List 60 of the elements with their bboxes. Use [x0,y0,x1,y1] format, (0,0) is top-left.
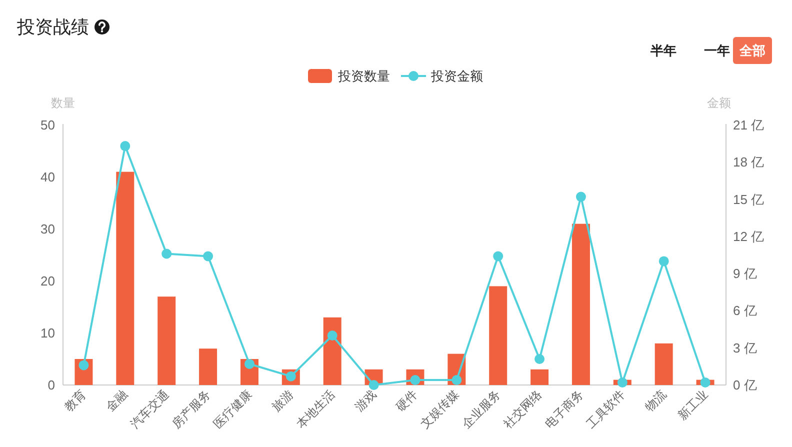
point [368,380,379,390]
x-tick-label: 硬件 [393,387,420,414]
point [576,192,586,202]
x-tick-label: 教育 [62,387,89,414]
legend-label: 投资数量 [337,68,390,84]
y2-tick-label: 9 亿 [733,266,757,282]
chart-title: 投资战绩 [16,17,89,37]
y-tick-label: 20 [40,274,55,288]
x-tick-label: 工具软件 [584,387,628,432]
bar [489,286,508,385]
point [203,251,214,262]
bar [572,224,590,385]
bar [158,296,176,385]
y-tick-label: 40 [40,170,55,184]
bar [530,369,549,385]
x-tick-label: 社交网络 [500,387,545,432]
bar [116,172,134,385]
point [452,375,462,386]
bar [323,317,342,385]
y2-tick-label: 6 亿 [733,303,757,318]
y2-tick-label: 12 亿 [733,228,764,244]
button-label: 全部 [740,43,766,58]
point [120,141,130,152]
bar [199,348,218,385]
x-tick-label: 游戏 [352,387,379,414]
y2-tick-label: 18 亿 [733,154,764,170]
y-axis-title: 数量 [51,96,75,110]
y2-tick-label: 3 亿 [733,340,757,356]
point [327,330,338,340]
x-tick-label: 电子商务 [542,387,586,432]
y2-tick-label: 0 亿 [733,378,757,392]
x-tick-label: 企业服务 [459,387,504,432]
y2-tick-label: 21 亿 [733,118,764,132]
bar [654,343,673,385]
x-tick-label: 文娱传媒 [418,387,462,432]
y2-tick-label: 15 亿 [733,192,764,207]
y-tick-label: 0 [48,378,55,392]
x-tick-label: 房产服务 [169,387,214,432]
button-label: 一年 [704,43,730,58]
x-tick-label: 物流 [642,387,669,414]
y-tick-label: 30 [40,222,55,236]
x-tick-label: 本地生活 [294,387,338,432]
x-tick-label: 汽车交通 [128,387,172,432]
x-tick-label: 旅游 [269,387,296,414]
y2-axis-title: 金额 [707,96,731,110]
point [534,354,545,364]
y-tick-label: 50 [40,118,55,132]
x-tick-label: 金融 [103,387,130,414]
x-tick-label: 新工业 [675,387,710,423]
point [162,248,172,259]
point [78,360,89,370]
point [493,251,504,262]
y-tick-label: 10 [40,326,55,340]
point [700,378,710,388]
point [658,256,669,266]
button-label: 半年 [650,43,676,58]
point [244,358,254,369]
x-tick-label: 医疗健康 [210,387,255,432]
point [617,378,628,388]
legend-label: 投资金额 [430,68,483,84]
